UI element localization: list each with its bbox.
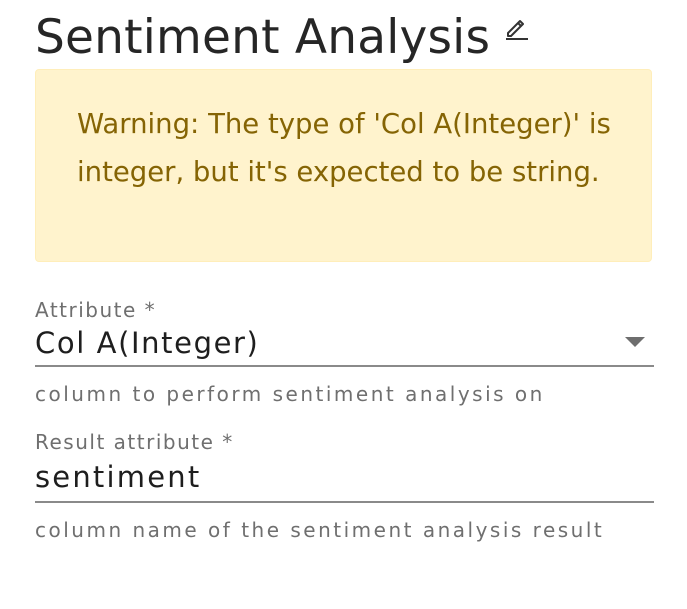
warning-message: Warning: The type of 'Col A(Integer)' is… bbox=[77, 108, 611, 188]
panel-header: Sentiment Analysis bbox=[35, 8, 530, 68]
result-attribute-input-wrapper bbox=[35, 455, 654, 503]
result-attribute-field: Result attribute * column name of the se… bbox=[35, 429, 654, 544]
result-attribute-label: Result attribute * bbox=[35, 430, 234, 454]
dropdown-caret-icon[interactable] bbox=[625, 337, 645, 347]
attribute-helper-text: column to perform sentiment analysis on bbox=[35, 382, 545, 406]
attribute-field: Attribute * Col A(Integer) column to per… bbox=[35, 297, 654, 408]
result-attribute-helper-text: column name of the sentiment analysis re… bbox=[35, 518, 605, 542]
page-title: Sentiment Analysis bbox=[35, 10, 491, 65]
pencil-icon[interactable] bbox=[504, 14, 530, 40]
result-attribute-input[interactable] bbox=[35, 455, 654, 499]
attribute-select[interactable]: Col A(Integer) bbox=[35, 323, 654, 367]
attribute-label: Attribute * bbox=[35, 298, 157, 322]
attribute-selected-value: Col A(Integer) bbox=[35, 326, 260, 360]
type-warning-alert: Warning: The type of 'Col A(Integer)' is… bbox=[35, 69, 652, 262]
